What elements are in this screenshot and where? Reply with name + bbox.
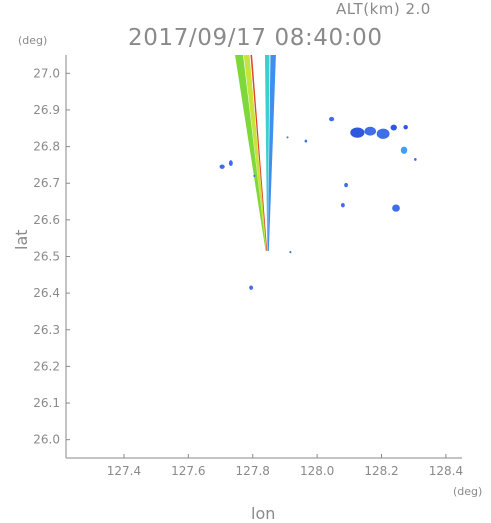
- y-tick-label: 27.0: [33, 66, 60, 80]
- x-tick-label: 128.2: [364, 464, 398, 478]
- y-tick-label: 26.3: [33, 323, 60, 337]
- y-tick-label: 26.6: [33, 213, 60, 227]
- y-tick-label: 26.9: [33, 103, 60, 117]
- echo-cell: [329, 116, 335, 122]
- timestamp-title: 2017/09/17 08:40:00: [128, 25, 383, 51]
- y-tick-label: 26.7: [33, 176, 60, 190]
- y-tick-label: 26.5: [33, 250, 60, 264]
- echo-cell: [392, 204, 400, 212]
- echo-cell: [340, 203, 345, 208]
- x-tick-label: 128.0: [300, 464, 334, 478]
- echo-cell: [219, 164, 225, 169]
- echo-cell: [228, 160, 233, 167]
- y-tick-label: 26.0: [33, 433, 60, 447]
- echo-cell: [364, 126, 377, 136]
- echo-cell: [414, 157, 417, 161]
- echo-cells: [219, 116, 417, 290]
- echo-cell: [376, 128, 390, 139]
- y-tick-label: 26.1: [33, 396, 60, 410]
- x-tick-label: 127.8: [236, 464, 270, 478]
- echo-cell: [390, 124, 397, 131]
- echo-cell: [350, 127, 365, 138]
- echo-cell: [403, 124, 408, 130]
- echo-cell: [249, 285, 254, 290]
- axes: 26.0 26.1 26.2 26.3 26.4 26.5 26.6 26.7 26.8 26.9…: [33, 55, 463, 478]
- radar-beam: [235, 55, 276, 252]
- beam-stripe: [250, 55, 268, 252]
- x-axis-label: lon: [251, 504, 276, 523]
- y-tick-label: 26.2: [33, 359, 60, 373]
- x-tick-label: 127.4: [107, 464, 141, 478]
- y-tick-label: 26.8: [33, 140, 60, 154]
- echo-cell: [304, 139, 308, 143]
- echo-cell: [289, 251, 292, 254]
- beam-stripe: [243, 55, 267, 252]
- echo-cell: [344, 182, 349, 188]
- beam-stripe: [235, 55, 267, 252]
- x-tick-label: 128.4: [429, 464, 463, 478]
- x-unit-label: (deg): [453, 485, 483, 498]
- echo-cell: [400, 146, 408, 154]
- y-tick-label: 26.4: [33, 286, 60, 300]
- x-tick-label: 127.6: [171, 464, 205, 478]
- beam-stripe: [264, 55, 270, 252]
- echo-cell: [286, 136, 289, 139]
- y-unit-label: (deg): [18, 34, 48, 47]
- echo-cell: [253, 174, 256, 177]
- beam-stripe: [267, 55, 276, 252]
- altitude-label: ALT(km) 2.0: [336, 0, 431, 18]
